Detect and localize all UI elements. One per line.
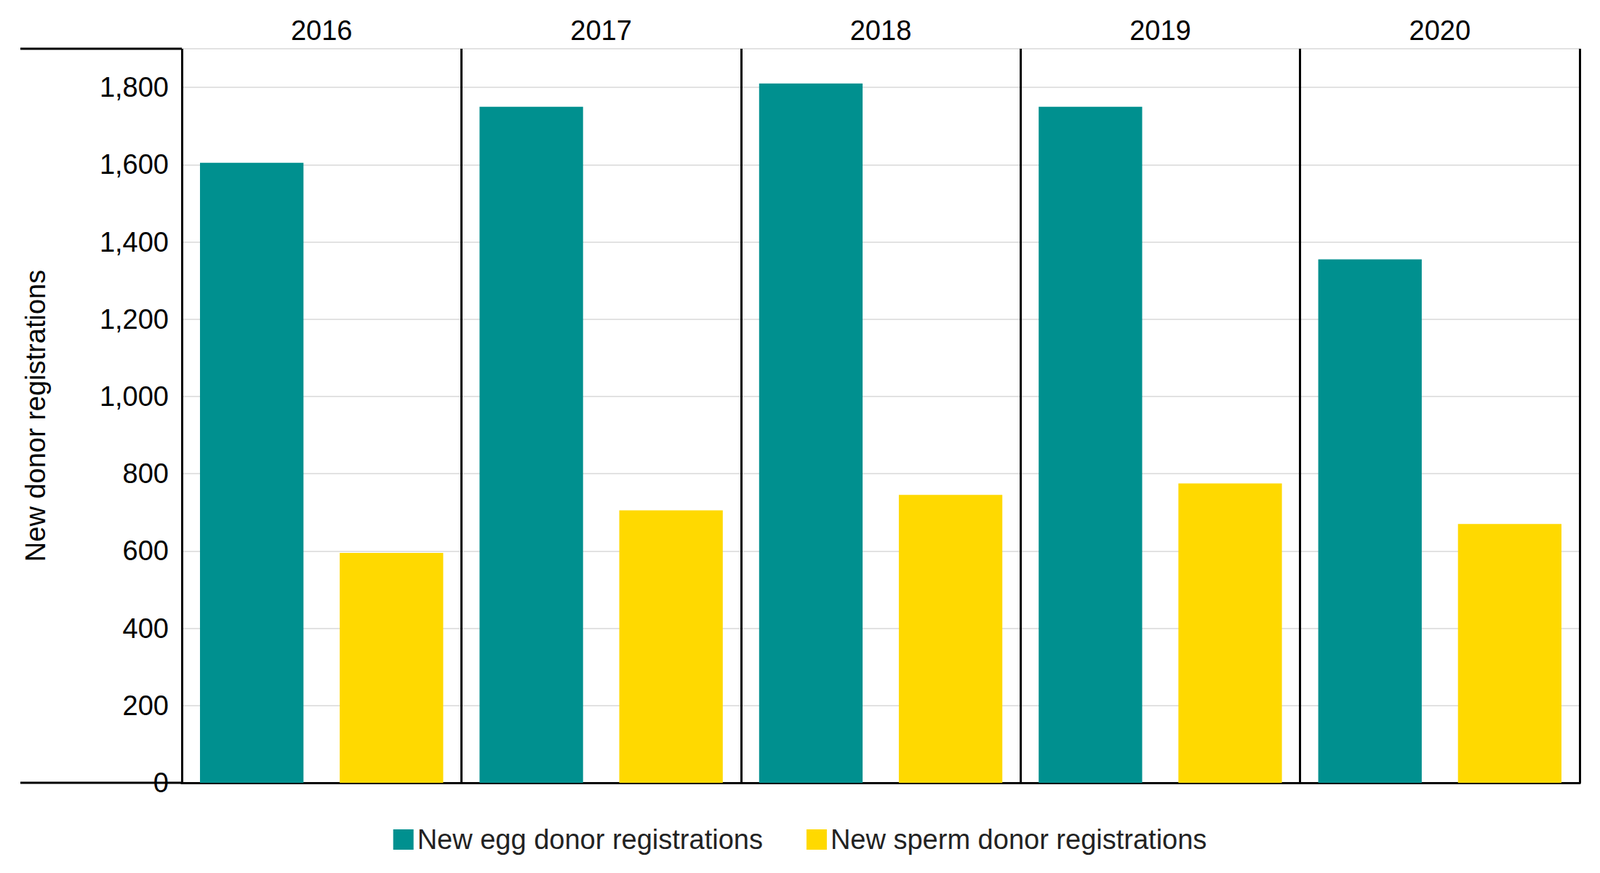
svg-text:2016: 2016: [290, 15, 353, 46]
svg-text:2019: 2019: [1129, 15, 1192, 46]
svg-text:2017: 2017: [570, 15, 632, 46]
svg-text:800: 800: [122, 458, 169, 489]
svg-text:1,000: 1,000: [99, 381, 169, 412]
svg-text:2020: 2020: [1409, 15, 1472, 46]
svg-text:1,600: 1,600: [99, 149, 169, 180]
svg-text:New donor registrations: New donor registrations: [20, 269, 51, 562]
svg-text:2018: 2018: [850, 15, 912, 46]
svg-text:1,400: 1,400: [99, 226, 169, 258]
svg-text:600: 600: [122, 535, 169, 566]
svg-text:400: 400: [122, 613, 169, 644]
svg-text:1,800: 1,800: [99, 72, 169, 103]
svg-text:200: 200: [122, 690, 169, 721]
svg-text:New egg donor registrations: New egg donor registrations: [417, 824, 763, 855]
svg-text:New sperm donor registrations: New sperm donor registrations: [830, 824, 1207, 855]
svg-text:1,200: 1,200: [99, 304, 169, 335]
svg-text:0: 0: [153, 767, 169, 798]
